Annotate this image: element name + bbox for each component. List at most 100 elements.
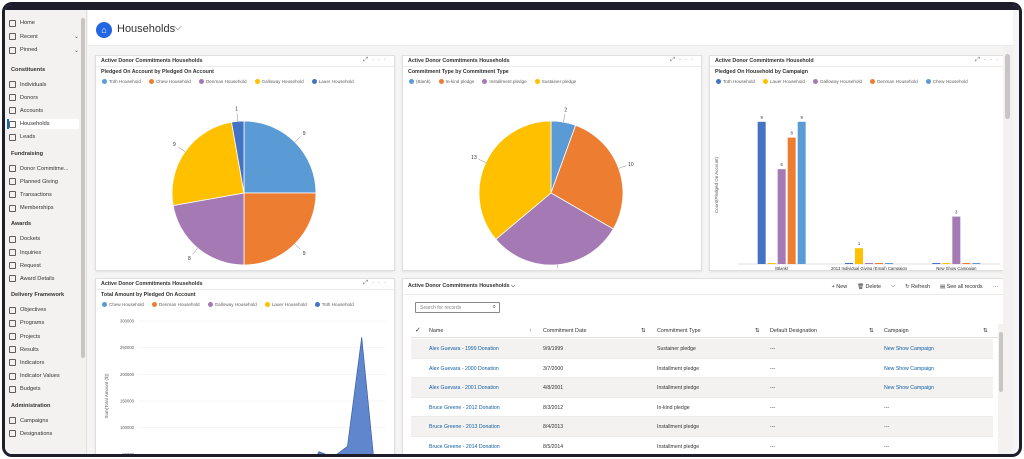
table-row[interactable]: Bruce Greene - 2012 Donation 8/3/2012 In-k… [411, 398, 993, 417]
legend-item[interactable]: (Blank) [409, 79, 431, 85]
campaign-cell[interactable]: New Show Campaign [884, 346, 934, 352]
bar[interactable] [787, 137, 796, 264]
column-header-commitment-date[interactable]: Commitment Date [543, 328, 586, 334]
bar[interactable] [952, 216, 961, 264]
legend-item[interactable]: Lauer Household [311, 79, 354, 85]
pie-chart[interactable]: 2101113 [403, 88, 703, 268]
record-link[interactable]: Bruce Greene - 2012 Donation [429, 404, 500, 411]
sidebar-item-person[interactable]: Individuals [9, 80, 79, 90]
bar[interactable] [932, 263, 941, 264]
sidebar-item-household[interactable]: Households [9, 119, 79, 130]
chevron-down-icon[interactable]: ⌵ [511, 283, 516, 289]
pie-slice[interactable] [172, 192, 245, 266]
sidebar-item-docket[interactable]: Dockets [9, 234, 79, 244]
record-link[interactable]: Bruce Greene - 2014 Donation [429, 443, 500, 450]
sidebar-item-membership[interactable]: Memberships [9, 203, 79, 213]
chevron-down-icon[interactable]: ⌵ [174, 22, 182, 33]
search-input[interactable]: Search for records ⌕ [415, 302, 500, 313]
sidebar-item-inquiry[interactable]: Inquiries [9, 248, 79, 258]
bar[interactable] [885, 263, 893, 264]
column-header-campaign[interactable]: Campaign [884, 328, 909, 334]
table-row[interactable]: Alex Guevara - 2000 Donation 3/7/2000 Inst… [411, 359, 993, 378]
panel-tools[interactable]: ⤢··· [975, 57, 1002, 63]
sidebar-item-program[interactable]: Programs [9, 318, 79, 328]
panel-tools[interactable]: ⤢··· [363, 57, 390, 63]
sidebar-item-pin[interactable]: Pinned ⌄ [9, 45, 79, 55]
see-all-records-button[interactable]: ▤ See all records [940, 284, 983, 290]
sort-icon[interactable]: ⇅ [869, 328, 874, 334]
sidebar-item-planned-giving[interactable]: Planned Giving [9, 177, 79, 187]
record-link[interactable]: Alex Guevara - 2000 Donation [429, 365, 499, 372]
bar[interactable] [855, 248, 863, 264]
bar-chart[interactable]: Count(Pledged On Account) 9 6 8 9 (Blank) 1 201… [710, 88, 1008, 270]
legend-item[interactable]: Galloway Household [812, 79, 862, 85]
table-row[interactable]: Bruce Greene - 2013 Donation 8/4/2013 Inst… [411, 417, 993, 437]
legend-item[interactable]: Chew Household [925, 79, 968, 85]
table-row[interactable]: Bruce Greene - 2014 Donation 8/5/2014 Inst… [411, 437, 993, 455]
chevron-down-icon[interactable]: ⌄ [73, 47, 79, 54]
record-link[interactable]: Alex Guevara - 2001 Donation [429, 385, 499, 391]
table-row[interactable]: Alex Guevara - 1999 Donation 9/9/1999 Sust… [411, 339, 993, 359]
bar[interactable] [797, 121, 806, 264]
chevron-down-icon[interactable]: ⌄ [73, 34, 79, 40]
bar[interactable] [962, 263, 971, 264]
record-link[interactable]: Alex Guevara - 1999 Donation [429, 346, 499, 352]
refresh-button[interactable]: ↻ Refresh [905, 284, 930, 290]
sort-icon[interactable]: ⇅ [641, 328, 646, 334]
scroll-thumb[interactable] [999, 332, 1003, 392]
page-scrollbar[interactable] [1003, 46, 1013, 454]
legend-item[interactable]: Galloway Household [207, 302, 257, 308]
sidebar-item-indicator[interactable]: Indicators [9, 358, 79, 368]
legend-item[interactable]: Chew Household [102, 302, 144, 308]
sort-icon[interactable]: ↑ [529, 328, 532, 334]
sidebar-item-clock[interactable]: Recent ⌄ [9, 32, 79, 42]
bar[interactable] [777, 169, 786, 264]
legend-item[interactable]: Toth Household [102, 79, 141, 85]
pie-slice[interactable] [171, 121, 245, 206]
bar[interactable] [942, 263, 951, 264]
bar[interactable] [757, 121, 766, 264]
column-header-default-designation[interactable]: Default Designation [770, 328, 817, 334]
more-chevron-icon[interactable]: ⌵ [891, 283, 896, 289]
legend-item[interactable]: Lauer Household [762, 79, 805, 85]
legend-item[interactable]: In-kind pledge [438, 79, 474, 85]
area-chart[interactable]: 300000 250000 200000 150000 100000 50000 Sum(T… [96, 311, 396, 457]
pie-slice[interactable] [243, 120, 317, 194]
legend-item[interactable]: Chew Household [148, 79, 191, 85]
panel-tools[interactable]: ⤢··· [670, 57, 697, 63]
bar[interactable] [767, 263, 776, 264]
panel-tools[interactable]: ⤢··· [363, 280, 390, 286]
sidebar-item-campaign[interactable]: Campaigns [9, 416, 79, 426]
scroll-thumb[interactable] [1005, 54, 1010, 119]
column-header-name[interactable]: Name [429, 328, 443, 334]
sidebar-item-project[interactable]: Projects [9, 332, 79, 342]
column-header-commitment-type[interactable]: Commitment Type [657, 328, 701, 334]
campaign-cell[interactable]: New Show Campaign [884, 385, 934, 391]
search-icon[interactable]: ⌕ [492, 304, 496, 310]
grid-view-title[interactable]: Active Donor Commitments Households ⌵ [408, 283, 515, 290]
sort-icon[interactable]: ⇅ [755, 328, 760, 334]
legend-item[interactable]: Installment pledge [482, 79, 527, 85]
sidebar-item-transaction[interactable]: Transactions [9, 190, 79, 200]
sidebar-item-award[interactable]: Award Details [9, 274, 79, 284]
legend-item[interactable]: Denman Household [198, 79, 247, 85]
sidebar-item-commitment[interactable]: Donor Commitme... [9, 164, 79, 174]
page-title[interactable]: Households [117, 23, 176, 35]
legend-item[interactable]: Denman Household [870, 79, 918, 85]
table-row[interactable]: Alex Guevara - 2001 Donation 4/8/2001 Inst… [411, 378, 993, 398]
table-scrollbar[interactable] [998, 324, 1004, 454]
more-options-icon[interactable]: ··· [992, 283, 998, 290]
sidebar-item-donor[interactable]: Donors [9, 93, 79, 103]
campaign-cell[interactable]: New Show Campaign [884, 365, 934, 372]
sidebar-item-result[interactable]: Results [9, 345, 79, 355]
legend-item[interactable]: Lauer Household [264, 302, 307, 308]
sidebar-item-home[interactable]: Home [9, 18, 79, 28]
sidebar-item-budget[interactable]: Budgets [9, 384, 79, 394]
legend-item[interactable]: Sustainer pledge [534, 79, 576, 85]
delete-button[interactable]: 🗑 Delete [857, 284, 881, 290]
sidebar-item-designation[interactable]: Designations [9, 429, 79, 439]
sidebar-item-lead[interactable]: Leads [9, 132, 79, 142]
bar[interactable] [875, 263, 883, 264]
pie-chart[interactable]: 9 9 8 9 1 [96, 88, 396, 268]
legend-item[interactable]: Toth Household [314, 302, 354, 308]
